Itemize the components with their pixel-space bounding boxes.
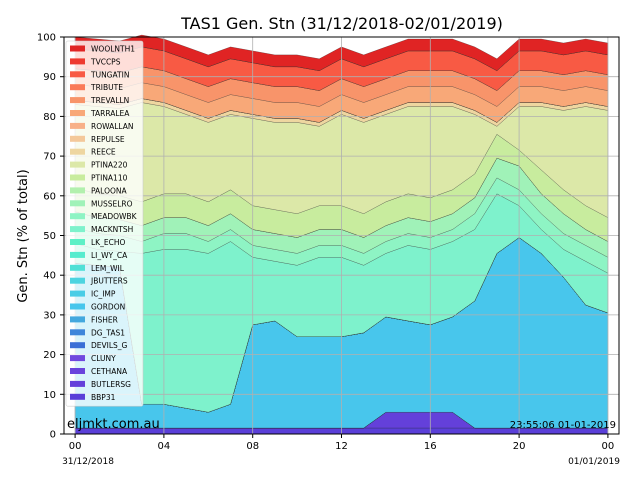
legend-label: PTINA220 [91, 161, 128, 170]
legend-label: TREVALLN [90, 96, 129, 105]
y-tick-label: 30 [43, 310, 56, 321]
x-tick-label: 08 [246, 441, 259, 452]
legend-label: MEADOWBK [91, 212, 138, 221]
y-tick-label: 0 [50, 430, 56, 441]
x-tick-label: 00 [602, 441, 615, 452]
x-tick-label: 16 [424, 441, 437, 452]
x-axis: 00 04 08 12 16 20 00 [69, 434, 615, 452]
y-tick-label: 50 [43, 231, 56, 242]
legend-swatch [70, 303, 85, 310]
y-tick-label: 80 [43, 112, 56, 123]
legend-label: FISHER [91, 315, 118, 324]
legend-swatch [70, 200, 85, 207]
legend-swatch [70, 213, 85, 220]
legend-swatch [70, 135, 85, 142]
legend-swatch [70, 290, 85, 297]
timestamp: 23:55:06 01-01-2019 [510, 420, 616, 431]
y-tick-label: 100 [37, 33, 56, 44]
legend-label: DEVILS_G [91, 341, 128, 350]
x-tick-label: 04 [158, 441, 171, 452]
legend-label: MACKNTSH [91, 225, 133, 234]
legend-box [65, 40, 144, 407]
y-tick-label: 70 [43, 152, 56, 163]
legend-label: MUSSELRO [91, 199, 133, 208]
legend-swatch [70, 264, 85, 271]
date-label-start: 31/12/2018 [62, 457, 114, 467]
legend-label: LEM_WIL [91, 264, 125, 273]
legend-label: PTINA110 [91, 174, 128, 183]
legend-swatch [70, 393, 85, 400]
y-tick-label: 40 [43, 271, 56, 282]
legend-label: CETHANA [91, 367, 128, 376]
y-tick-label: 60 [43, 191, 56, 202]
legend-swatch [70, 174, 85, 181]
chart-title: TAS1 Gen. Stn (31/12/2018-02/01/2019) [180, 14, 503, 33]
legend-label: REPULSE [91, 135, 125, 144]
legend-label: GORDON [91, 303, 125, 312]
legend-swatch [70, 277, 85, 284]
legend-swatch [70, 329, 85, 336]
legend-label: ROWALLAN [91, 122, 134, 131]
legend-swatch [70, 251, 85, 258]
legend-label: CLUNY [91, 354, 116, 363]
x-tick-label: 00 [69, 441, 82, 452]
legend-label: WOOLNTH1 [91, 45, 135, 54]
y-tick-label: 90 [43, 72, 56, 83]
y-axis: 0 10 20 30 40 50 60 70 80 90 100 [37, 33, 64, 441]
legend-label: PALOONA [91, 186, 128, 195]
legend-label: IC_IMP [91, 290, 116, 299]
legend-swatch [70, 122, 85, 129]
legend-label: LK_ECHO [91, 238, 125, 247]
legend-label: BUTLERSG [91, 380, 131, 389]
x-tick-label: 20 [513, 441, 526, 452]
y-tick-label: 20 [43, 350, 56, 361]
legend-swatch [70, 342, 85, 349]
legend-swatch [70, 368, 85, 374]
y-tick-label: 10 [43, 390, 56, 401]
legend-swatch [70, 58, 85, 65]
legend-swatch [70, 45, 85, 52]
legend-swatch [70, 239, 85, 245]
legend: WOOLNTH1 TVCCPS TUNGATIN TRIBUTE TREVALLN TAR… [65, 40, 144, 407]
legend-label: DG_TAS1 [91, 328, 125, 337]
watermark: eljmkt.com.au [67, 417, 160, 432]
x-tick-label: 12 [335, 441, 348, 452]
legend-label: TRIBUTE [90, 83, 123, 92]
legend-swatch [70, 97, 85, 104]
legend-swatch [70, 148, 85, 155]
legend-label: TARRALEA [90, 109, 130, 118]
legend-label: TVCCPS [90, 57, 121, 66]
legend-swatch [70, 161, 85, 168]
legend-swatch [70, 110, 85, 116]
legend-swatch [70, 226, 85, 233]
legend-swatch [70, 71, 85, 78]
legend-label: LI_WY_CA [91, 251, 128, 260]
legend-label: JBUTTERS [90, 277, 128, 286]
date-label-end: 01/01/2019 [568, 457, 620, 467]
legend-swatch [70, 355, 85, 362]
legend-swatch [70, 316, 85, 323]
legend-label: BBP31 [91, 393, 116, 402]
y-axis-label: Gen. Stn (% of total) [16, 169, 31, 302]
legend-label: REECE [91, 148, 116, 157]
legend-swatch [70, 84, 85, 91]
legend-swatch [70, 187, 85, 194]
legend-label: TUNGATIN [90, 70, 129, 79]
legend-swatch [70, 380, 85, 387]
